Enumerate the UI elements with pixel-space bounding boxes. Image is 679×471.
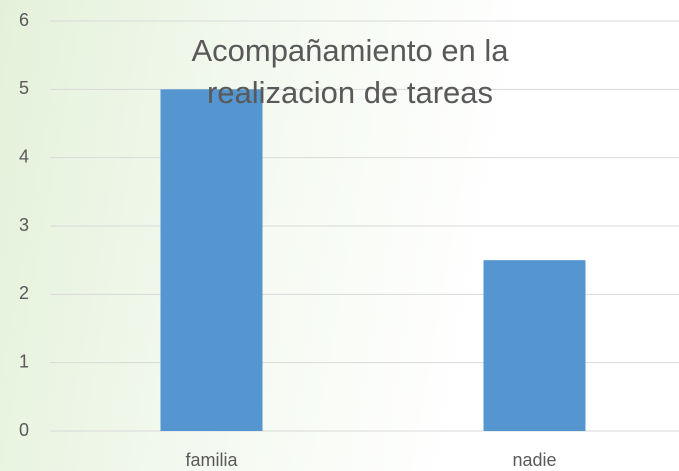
y-tick-label: 5 bbox=[19, 78, 29, 98]
y-tick-label: 1 bbox=[19, 351, 29, 371]
x-tick-label: familia bbox=[185, 450, 238, 470]
y-tick-label: 4 bbox=[19, 146, 29, 166]
bar bbox=[160, 89, 263, 431]
y-tick-label: 6 bbox=[19, 10, 29, 30]
y-tick-label: 3 bbox=[19, 215, 29, 235]
y-tick-label: 0 bbox=[19, 420, 29, 440]
y-tick-label: 2 bbox=[19, 283, 29, 303]
x-tick-label: nadie bbox=[512, 450, 556, 470]
bar bbox=[483, 260, 586, 431]
chart-title: Acompañamiento en la realizacion de tare… bbox=[191, 33, 509, 110]
